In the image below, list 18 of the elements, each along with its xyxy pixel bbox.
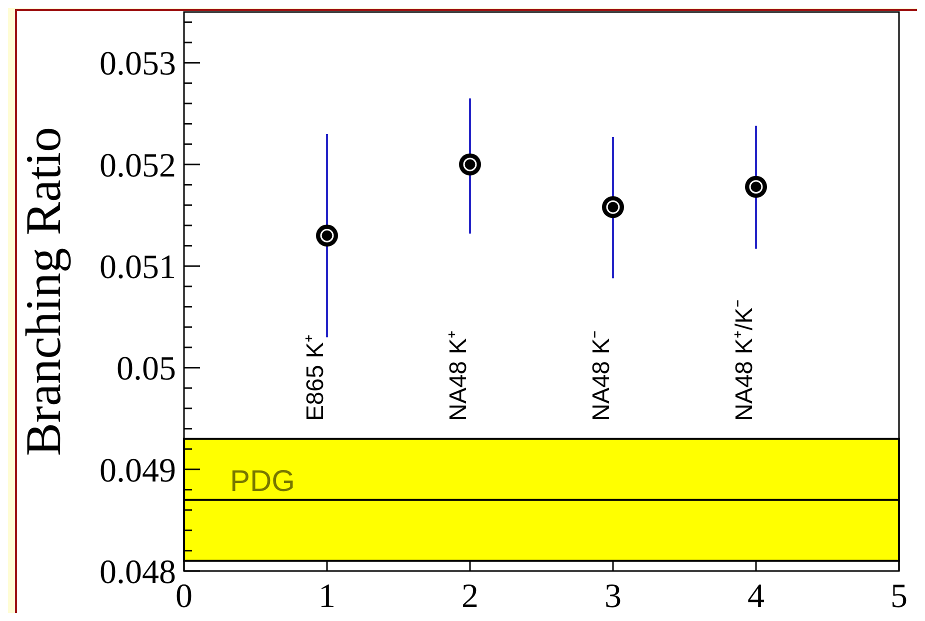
annotation: NA48 K⁻ xyxy=(588,330,615,421)
y-tick-label: 0.053 xyxy=(100,46,176,83)
y-tick-label: 0.048 xyxy=(100,554,176,591)
y-tick-label: 0.049 xyxy=(100,452,176,490)
x-tick-label: 4 xyxy=(748,578,764,615)
annotation: NA48 K⁺/K⁻ xyxy=(731,300,758,421)
annotation: NA48 K⁺ xyxy=(445,330,472,421)
band-label: PDG xyxy=(230,464,296,498)
x-tick-label: 3 xyxy=(604,578,622,615)
x-tick-label: 2 xyxy=(462,578,478,615)
y-tick-label: 0.05 xyxy=(116,350,176,388)
y-tick-label: 0.052 xyxy=(100,147,176,184)
y-axis-title: Branching Ratio xyxy=(15,126,71,456)
x-tick-label: 5 xyxy=(890,578,908,615)
x-tick-label: 1 xyxy=(318,578,336,615)
annotation: E865 K⁺ xyxy=(302,334,329,421)
x-tick-label: 0 xyxy=(176,578,192,615)
y-tick-label: 0.051 xyxy=(100,248,176,286)
